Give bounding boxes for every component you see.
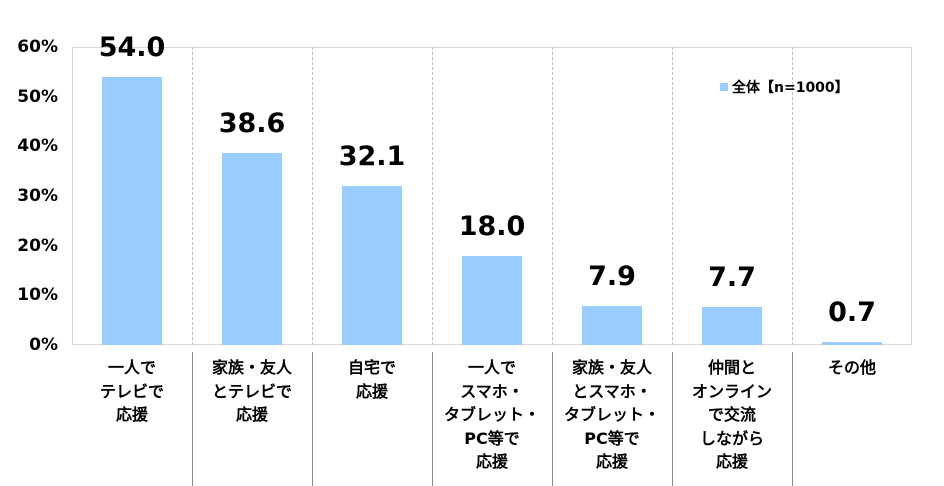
- y-tick-label: 30%: [17, 186, 58, 206]
- bar: [102, 76, 162, 345]
- bar: [342, 185, 402, 345]
- value-label: 18.0: [458, 210, 526, 242]
- y-tick-label: 60%: [17, 37, 58, 57]
- category-label: 一人で スマホ・ タブレット・ PC等で 応援: [443, 358, 540, 471]
- value-label: 38.6: [218, 108, 286, 140]
- category-label: 家族・友人 とスマホ・ タブレット・ PC等で 応援: [563, 358, 660, 471]
- y-tick-label: 0%: [29, 335, 58, 355]
- bar: [822, 341, 882, 345]
- bar: [702, 306, 762, 345]
- y-tick-label: 40%: [17, 136, 58, 157]
- plot-divider: [792, 47, 793, 345]
- plot-divider: [312, 47, 313, 345]
- category-divider: [432, 352, 433, 486]
- bar: [222, 153, 282, 345]
- category-divider: [552, 352, 553, 486]
- plot-divider: [672, 47, 673, 345]
- category-label: 一人で テレビで 応援: [99, 358, 164, 424]
- category-label: 自宅で 応援: [347, 358, 396, 401]
- plot-divider: [432, 47, 433, 345]
- value-label: 7.7: [708, 261, 756, 293]
- value-label: 0.7: [828, 296, 876, 328]
- y-tick-label: 20%: [17, 235, 58, 256]
- bar: [462, 255, 522, 345]
- plot-divider: [192, 47, 193, 345]
- category-divider: [792, 352, 793, 486]
- category-label: 仲間と オンライン で交流 しながら 応援: [691, 358, 772, 471]
- category-divider: [312, 352, 313, 486]
- y-tick-label: 10%: [17, 285, 58, 306]
- legend-swatch: [720, 83, 728, 91]
- category-label: 家族・友人 とテレビで 応援: [211, 358, 292, 424]
- legend: 全体【n=1000】: [720, 77, 849, 97]
- category-label: その他: [827, 358, 876, 377]
- value-label: 32.1: [338, 140, 406, 172]
- y-tick-label: 50%: [17, 86, 58, 107]
- value-label: 7.9: [588, 260, 636, 292]
- legend-label: 全体【n=1000】: [732, 80, 849, 96]
- bar: [582, 305, 642, 345]
- value-label: 54.0: [98, 31, 166, 63]
- category-divider: [192, 352, 193, 486]
- plot-divider: [552, 47, 553, 345]
- category-divider: [672, 352, 673, 486]
